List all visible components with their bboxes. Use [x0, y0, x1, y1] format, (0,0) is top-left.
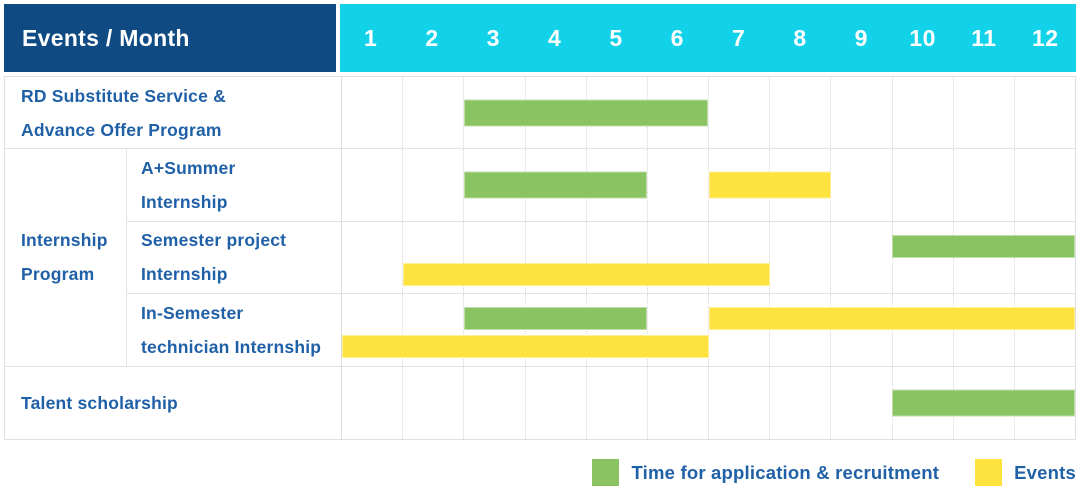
month-cell-4 [524, 366, 586, 439]
month-cell-1 [342, 367, 402, 439]
gantt-bar-yellow-m2-m7 [403, 262, 770, 286]
month-cell-1 [342, 149, 402, 220]
month-cell-10 [891, 149, 953, 221]
gantt-bar-green-m3-m5 [464, 171, 648, 199]
month-header-8: 8 [793, 24, 807, 51]
chart-row-rd-substitute-advance-offer [341, 77, 1075, 150]
legend-label-events: Events [1014, 461, 1076, 483]
legend-item-events: Events [975, 459, 1076, 486]
month-header-7: 7 [731, 24, 746, 51]
month-cell-2 [402, 77, 463, 149]
month-cell-9 [830, 221, 891, 294]
legend-swatch-green [592, 459, 620, 486]
row-label-line: Talent scholarship [21, 392, 178, 413]
row-label-line: Semester project [141, 230, 287, 251]
month-cell-2 [402, 294, 463, 366]
row-label-line: Internship [141, 264, 228, 285]
month-cell-6 [646, 149, 708, 221]
legend-label-application-recruitment: Time for application & recruitment [631, 461, 940, 483]
month-cell-4 [524, 221, 586, 294]
month-header-1: 1 [364, 24, 378, 51]
month-cell-3 [463, 149, 524, 221]
month-cell-9 [830, 149, 891, 221]
row-label-a-plus-summer-internship: A+Summer Internship [126, 149, 341, 222]
header-title: Events / Month [22, 24, 190, 51]
chart-row-a-plus-summer-internship [341, 149, 1075, 222]
month-cell-7 [708, 221, 769, 294]
row-label-semester-project-internship: Semester project Internship [126, 221, 341, 295]
month-cell-5 [585, 366, 647, 439]
month-cell-11 [952, 77, 1014, 149]
row-label-talent-scholarship: Talent scholarship [5, 367, 341, 439]
gantt-bar-yellow-m7-m8 [708, 171, 831, 199]
month-header-2: 2 [425, 24, 439, 51]
month-cell-2 [402, 221, 463, 294]
row-label-line: In-Semester [141, 302, 244, 323]
row-label-line: A+Summer [141, 158, 236, 179]
month-cell-2 [402, 366, 463, 439]
legend-item-application-recruitment: Time for application & recruitment [592, 459, 939, 486]
month-cell-2 [402, 149, 463, 221]
month-cell-1 [342, 77, 402, 148]
month-header-5: 5 [609, 24, 623, 51]
gantt-bar-yellow-m7-m12 [708, 307, 1075, 331]
month-cell-12 [1013, 77, 1075, 149]
row-label-line: technician Internship [141, 336, 322, 357]
group-label-line: Program [21, 264, 95, 285]
month-cell-9 [830, 366, 891, 439]
gantt-bar-green-m3-m6 [464, 99, 709, 127]
chart-row-talent-scholarship [341, 366, 1075, 439]
month-header-9: 9 [854, 24, 868, 51]
month-header-6: 6 [670, 24, 684, 51]
month-cell-5 [585, 221, 647, 294]
month-header-12: 12 [1031, 24, 1059, 51]
gantt-bar-yellow-m1-m6 [342, 335, 709, 359]
gantt-chart: Events / Month 1 2 3 4 5 6 7 8 9 10 11 12 Internshi… [4, 4, 1076, 440]
month-cell-1 [342, 222, 402, 293]
month-cell-6 [646, 366, 708, 439]
legend-swatch-yellow [975, 459, 1003, 486]
row-label-in-semester-technician-internship: In-Semester technician Internship [126, 294, 341, 367]
month-cell-7 [708, 77, 769, 149]
month-cell-9 [830, 77, 891, 149]
month-cell-11 [952, 149, 1014, 221]
row-label-line: RD Substitute Service & [21, 85, 226, 106]
gantt-bar-green-m10-m12 [891, 389, 1075, 417]
gantt-bar-green-m10-m12 [891, 234, 1075, 258]
group-cell-internship-program: Internship Program [5, 149, 126, 367]
month-header-3: 3 [486, 24, 500, 51]
month-cell-8 [769, 221, 830, 294]
month-cell-3 [463, 294, 524, 366]
month-cell-7 [708, 366, 769, 439]
gantt-bar-green-m3-m5 [464, 307, 648, 331]
row-label-rd-substitute-advance-offer: RD Substitute Service & Advance Offer Pro… [5, 77, 341, 150]
month-cell-3 [463, 77, 524, 149]
month-cell-8 [769, 77, 830, 149]
events-month-header-cell: Events / Month [4, 4, 340, 72]
month-cell-8 [769, 366, 830, 439]
month-cell-3 [463, 221, 524, 294]
chart-body: Internship Program RD Substitute Service &… [4, 76, 1076, 440]
month-cell-6 [646, 221, 708, 294]
month-cell-10 [891, 77, 953, 149]
month-header-11: 11 [971, 24, 997, 51]
chart-row-semester-project-internship [341, 221, 1075, 295]
month-header-row: 1 2 3 4 5 6 7 8 9 10 11 12 [340, 4, 1076, 72]
group-label-line: Internship [21, 230, 108, 251]
month-cell-3 [463, 366, 524, 439]
header-row: Events / Month 1 2 3 4 5 6 7 8 9 10 11 12 [4, 4, 1076, 72]
chart-row-in-semester-technician-internship [341, 294, 1075, 367]
legend: Time for application & recruitment Event… [4, 459, 1076, 486]
month-header-4: 4 [548, 24, 562, 51]
month-header-10: 10 [909, 24, 936, 51]
month-cell-12 [1013, 149, 1075, 221]
row-label-line: Internship [141, 192, 228, 213]
row-label-line: Advance Offer Program [21, 119, 222, 140]
